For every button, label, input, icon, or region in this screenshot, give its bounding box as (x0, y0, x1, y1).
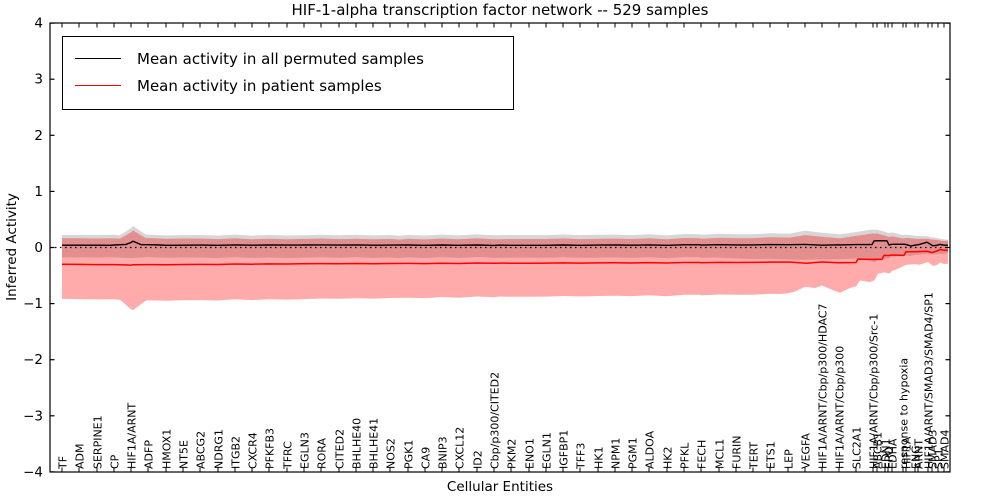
entity-label: ITGB2 (230, 436, 243, 469)
patient-mean-line (61, 248, 949, 266)
entity-label: ADM (74, 444, 87, 470)
y-tick-label: −4 (23, 464, 43, 480)
entity-label: CXCL12 (454, 427, 467, 469)
entity-label: HK2 (662, 447, 675, 469)
entity-label: ENO1 (524, 438, 537, 469)
entity-label: SMAD3 (927, 430, 940, 469)
entity-label: NPM1 (610, 438, 623, 469)
entity-label: response to hypoxia (898, 358, 911, 469)
entity-label: RORA (316, 438, 329, 469)
entity-label: HIF1A (901, 436, 914, 469)
chart-title: HIF-1-alpha transcription factor network… (291, 1, 709, 19)
entity-label: MCL1 (714, 439, 727, 469)
entity-label: PGK1 (403, 440, 416, 469)
entity-label: PFKFB3 (264, 428, 277, 469)
entity-label: CXCR4 (247, 432, 260, 469)
entity-label: ID2 (472, 450, 485, 469)
entity-label: BHLHE40 (351, 418, 364, 469)
permuted-line-swatch (75, 58, 121, 59)
entity-label: EPO (883, 446, 896, 469)
entity-label: NT5E (178, 440, 191, 469)
entity-label: LDHA (887, 438, 900, 469)
legend-item-permuted: Mean activity in all permuted samples (75, 45, 503, 72)
y-axis-label: Inferred Activity (4, 193, 20, 301)
permuted-band (62, 225, 948, 263)
entity-label: PFKL (679, 442, 692, 469)
entity-label: VEGFA (800, 433, 813, 469)
patient-line-swatch (75, 85, 121, 86)
entity-label: ENG (910, 445, 923, 469)
entity-label: LEP (783, 449, 796, 469)
entity-label: ADFP (143, 440, 156, 469)
entity-label: PGM1 (627, 437, 640, 469)
y-tick-label: 0 (34, 240, 43, 256)
legend-item-patient: Mean activity in patient samples (75, 72, 503, 99)
legend: Mean activity in all permuted samples Me… (62, 36, 514, 110)
entity-label: FECH (696, 440, 709, 469)
entity-label: CA9 (420, 447, 433, 469)
legend-label-patient: Mean activity in patient samples (137, 76, 382, 95)
entity-label: CITED2 (334, 429, 347, 469)
entity-label: ETS1 (765, 441, 778, 469)
entity-label: HIF1A/ARNT/Cbp/p300/HDAC7 (817, 304, 830, 470)
entity-label: SLC2A1 (851, 427, 864, 469)
y-tick-label: 4 (34, 16, 43, 32)
entity-label: SMAD4 (939, 430, 952, 469)
legend-label-permuted: Mean activity in all permuted samples (137, 49, 424, 68)
entity-label: HIF1A/ARNT/Cbp/p300/Src-1 (868, 314, 881, 469)
entity-label: EGLN1 (541, 432, 554, 469)
x-axis-label: Cellular Entities (446, 479, 554, 495)
entity-label: BNIP3 (437, 436, 450, 469)
entity-label: HMOX1 (161, 429, 174, 469)
entity-label: TERT (748, 441, 761, 470)
entity-label: TF (57, 456, 70, 470)
entity-label: NDRG1 (213, 429, 226, 469)
y-tick-label: 3 (34, 72, 43, 88)
entity-label: TFRC (282, 441, 295, 470)
entity-label: Cbp/p300/CITED2 (489, 372, 502, 469)
entity-label: SP1 (933, 448, 946, 469)
entity-label: ABCB1 (872, 432, 885, 469)
y-tick-label: 2 (34, 128, 43, 144)
entity-label: HIF1A/ARNT/Cbp/p300 (834, 346, 847, 469)
entity-label: EDN1 (880, 438, 893, 469)
entity-label: ABCG2 (195, 431, 208, 469)
y-tick-label: −2 (23, 352, 43, 368)
entity-label: ALDOA (644, 430, 657, 469)
entity-label: EGLN3 (299, 432, 312, 469)
y-tick-label: 1 (34, 184, 43, 200)
entity-label: ARNT (913, 439, 926, 469)
entity-label: HK1 (593, 447, 606, 469)
entity-label: BHLHE41 (368, 418, 381, 469)
entity-label: PKM2 (506, 439, 519, 469)
entity-label: SERPINE1 (92, 415, 105, 469)
y-tick-label: −3 (23, 408, 43, 424)
entity-label: IGFBP1 (558, 430, 571, 469)
permuted-mean-line (62, 239, 948, 247)
entity-label: TFF3 (575, 443, 588, 470)
patient-band (62, 230, 948, 311)
entity-label: HIF1A/ARNT/SMAD3/SMAD4/SP1 (923, 292, 936, 469)
entity-label: FURIN (731, 436, 744, 470)
entity-label: HIF1A/ARNT (126, 403, 139, 469)
entity-label: NOS2 (385, 438, 398, 469)
y-tick-label: −1 (23, 296, 43, 312)
entity-label: CP (109, 454, 122, 469)
